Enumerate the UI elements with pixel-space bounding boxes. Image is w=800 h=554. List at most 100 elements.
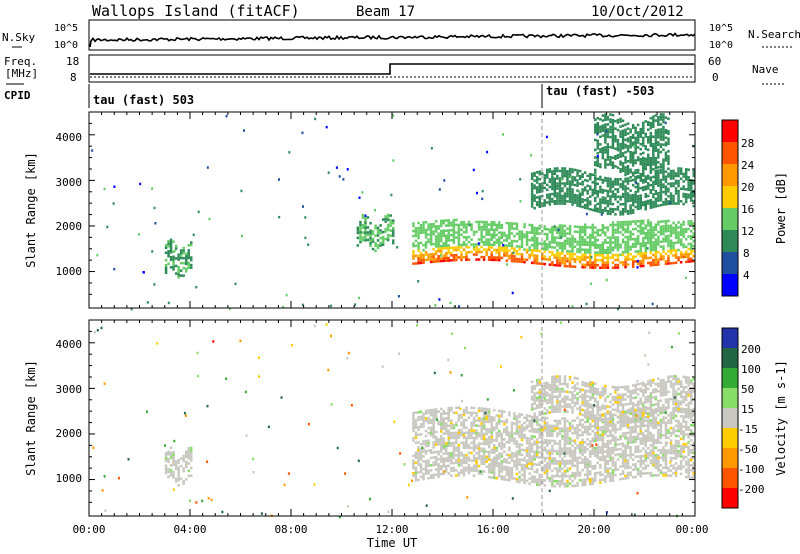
- heatmap-cell: [556, 434, 559, 438]
- heatmap-cell: [624, 190, 627, 193]
- heatmap-cell: [578, 243, 582, 246]
- heatmap-cell: [629, 168, 632, 171]
- heatmap-cell: [626, 240, 630, 244]
- heatmap-cell: [556, 261, 559, 265]
- heatmap-cell: [558, 470, 562, 473]
- heatmap-cell: [177, 458, 180, 462]
- heatmap-cell: [682, 420, 685, 423]
- heatmap-cell: [434, 260, 438, 263]
- heatmap-cell: [654, 144, 658, 147]
- heatmap-cell: [606, 452, 610, 455]
- heatmap-cell: [530, 435, 534, 438]
- heatmap-cell: [366, 233, 370, 237]
- heatmap-cell: [520, 433, 524, 437]
- heatmap-cell: [432, 473, 435, 477]
- heatmap-cell: [493, 408, 496, 412]
- heatmap-cell: [647, 182, 650, 185]
- heatmap-cell: [617, 307, 619, 311]
- heatmap-cell: [647, 163, 650, 167]
- heatmap-cell: [546, 464, 549, 467]
- heatmap-cell: [609, 130, 612, 134]
- heatmap-cell: [621, 462, 625, 465]
- heatmap-cell: [566, 232, 569, 235]
- heatmap-cell: [563, 247, 567, 250]
- heatmap-cell: [591, 263, 594, 267]
- heatmap-cell: [561, 249, 564, 252]
- heatmap-cell: [422, 477, 425, 481]
- heatmap-cell: [543, 416, 546, 420]
- heatmap-cell: [674, 469, 678, 473]
- heatmap-cell: [657, 240, 660, 244]
- heatmap-cell: [679, 455, 683, 458]
- heatmap-cell: [490, 436, 493, 439]
- heatmap-cell: [609, 474, 612, 478]
- heatmap-cell: [626, 192, 630, 195]
- heatmap-cell: [472, 454, 476, 457]
- heatmap-cell: [647, 224, 650, 227]
- heatmap-cell: [151, 187, 154, 190]
- heatmap-cell: [508, 254, 511, 258]
- heatmap-cell: [677, 248, 680, 252]
- heatmap-cell: [606, 412, 610, 415]
- heatmap-cell: [530, 187, 534, 191]
- heatmap-cell: [616, 231, 620, 234]
- heatmap-cell: [424, 434, 428, 438]
- heatmap-cell: [412, 462, 415, 465]
- heatmap-cell: [535, 379, 539, 382]
- heatmap-cell: [589, 256, 592, 259]
- heatmap-cell: [480, 220, 483, 224]
- heatmap-cell: [659, 436, 663, 439]
- heatmap-cell: [498, 256, 501, 259]
- heatmap-cell: [576, 431, 579, 435]
- heatmap-cell: [568, 467, 572, 470]
- heatmap-cell: [424, 429, 428, 433]
- heatmap-cell: [515, 250, 519, 253]
- heatmap-cell: [455, 421, 458, 424]
- heatmap-cell: [551, 462, 554, 465]
- heatmap-cell: [533, 430, 536, 433]
- heatmap-cell: [626, 253, 630, 256]
- heatmap-cell: [538, 398, 541, 401]
- heatmap-cell: [379, 231, 382, 235]
- heatmap-cell: [442, 259, 445, 263]
- heatmap-cell: [195, 285, 198, 289]
- heatmap-cell: [437, 475, 440, 479]
- heatmap-cell: [556, 264, 559, 267]
- heatmap-cell: [561, 472, 564, 475]
- heatmap-cell: [583, 263, 587, 267]
- heatmap-cell: [634, 260, 637, 263]
- heatmap-cell: [586, 433, 589, 436]
- heatmap-cell: [429, 228, 433, 231]
- heatmap-cell: [546, 476, 549, 480]
- heatmap-cell: [568, 482, 572, 485]
- heatmap-cell: [642, 171, 645, 175]
- heatmap-cell: [583, 203, 587, 207]
- heatmap-cell: [566, 479, 569, 483]
- heatmap-cell: [450, 246, 453, 250]
- heatmap-cell: [445, 452, 448, 455]
- heatmap-cell: [457, 419, 461, 422]
- heatmap-cell: [546, 444, 549, 447]
- heatmap-cell: [657, 143, 660, 147]
- heatmap-cell: [687, 436, 690, 439]
- heatmap-cell: [649, 239, 653, 242]
- heatmap-cell: [634, 190, 637, 194]
- heatmap-cell: [573, 198, 577, 202]
- heatmap-cell: [520, 413, 524, 416]
- heatmap-cell: [571, 432, 574, 435]
- heatmap-cell: [419, 259, 423, 262]
- heatmap-cell: [447, 221, 450, 225]
- heatmap-cell: [518, 415, 521, 419]
- heatmap-cell: [508, 449, 511, 452]
- heatmap-cell: [515, 232, 519, 236]
- heatmap-cell: [185, 270, 188, 273]
- heatmap-cell: [654, 161, 658, 165]
- heatmap-cell: [429, 431, 433, 434]
- heatmap-cell: [669, 192, 673, 195]
- heatmap-cell: [687, 186, 690, 189]
- heatmap-cell: [457, 456, 461, 460]
- heatmap-cell: [556, 182, 559, 185]
- heatmap-cell: [563, 447, 567, 450]
- heatmap-cell: [447, 452, 450, 455]
- heatmap-cell: [649, 126, 653, 130]
